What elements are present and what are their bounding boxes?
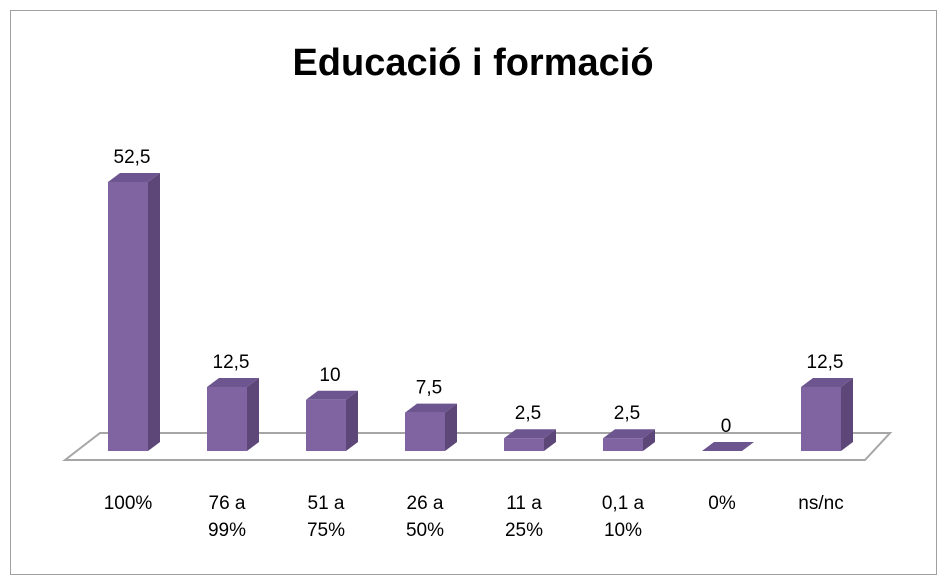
data-label: 52,5	[114, 147, 151, 168]
bar-side	[247, 377, 259, 451]
x-tick-label: ns/nc	[798, 493, 844, 514]
bar-side	[148, 173, 160, 451]
bar-side	[544, 429, 556, 451]
bar	[306, 390, 358, 451]
data-label: 12,5	[807, 352, 844, 373]
x-tick-label: 100%	[103, 493, 153, 514]
bar-side	[346, 390, 358, 451]
data-label: 0	[721, 416, 732, 437]
bar-side	[841, 377, 853, 451]
bar-front	[108, 182, 148, 451]
bar-front	[405, 412, 445, 451]
bar-top	[504, 429, 556, 439]
bar-side	[643, 429, 655, 451]
bar	[108, 173, 160, 451]
bar	[504, 429, 556, 451]
bar-front	[306, 399, 346, 451]
bar	[801, 377, 853, 451]
bar-top	[108, 173, 160, 182]
data-label: 2,5	[614, 403, 640, 424]
bar-top	[405, 403, 457, 413]
bar-top	[603, 429, 655, 439]
chart-frame	[10, 10, 937, 575]
x-tick-label: 76 a 99%	[207, 493, 247, 541]
bar-top	[801, 377, 853, 387]
data-label: 12,5	[213, 352, 250, 373]
x-tick-label: 0%	[708, 493, 736, 514]
bar-front	[504, 438, 544, 451]
x-tick-label: 11 a 25%	[504, 493, 544, 541]
bar-top	[702, 442, 754, 451]
bar	[207, 377, 259, 451]
bar	[603, 429, 655, 451]
bar-front	[603, 438, 643, 451]
chart-title: Educació i formació	[292, 42, 653, 84]
bar-front	[801, 386, 841, 451]
data-label: 10	[319, 365, 340, 386]
x-tick-label: 0,1 a 10%	[601, 493, 645, 541]
floor	[62, 432, 893, 461]
bar-top	[306, 390, 358, 400]
bar-side	[445, 403, 457, 451]
data-label: 7,5	[416, 378, 442, 399]
data-label: 2,5	[515, 403, 541, 424]
x-tick-label: 51 a 75%	[306, 493, 346, 541]
bar	[702, 442, 754, 451]
bar-top	[207, 377, 259, 387]
bar	[405, 403, 457, 451]
x-tick-label: 26 a 50%	[405, 493, 445, 541]
bar-front	[207, 386, 247, 451]
